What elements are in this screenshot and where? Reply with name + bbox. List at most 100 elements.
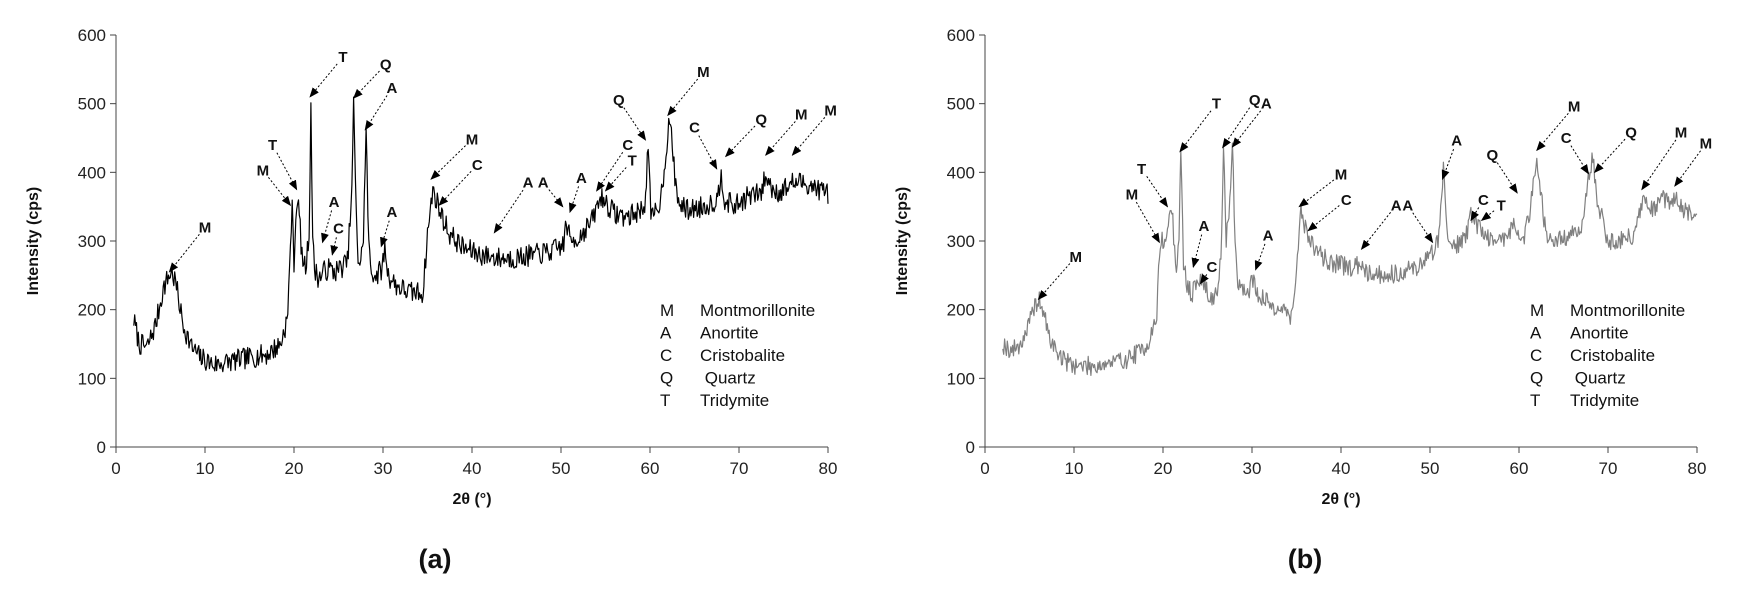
legend-name: Quartz	[700, 369, 756, 388]
peak-arrow	[1135, 201, 1160, 244]
peak-arrow	[380, 220, 390, 248]
x-tick-label: 70	[1599, 459, 1618, 478]
peak-arrow	[276, 152, 298, 191]
peak-arrow	[1360, 212, 1391, 251]
x-tick-label: 0	[111, 459, 120, 478]
x-tick-label: 80	[1688, 459, 1707, 478]
x-tick-label: 50	[1421, 459, 1440, 478]
peak-label: A	[1199, 218, 1210, 235]
peak-label: T	[628, 153, 637, 170]
peak-label: C	[622, 137, 633, 154]
peak-label: C	[1561, 130, 1572, 147]
peak-label: A	[386, 80, 397, 97]
x-axis-title: 2θ (°)	[1321, 491, 1360, 508]
peak-label: T	[1212, 96, 1221, 113]
y-axis-title: Intensity (cps)	[25, 187, 42, 295]
peak-label: A	[1451, 133, 1462, 150]
peak-label: M	[1126, 186, 1139, 203]
peak-label: A	[538, 175, 549, 192]
legend-code: C	[660, 346, 672, 365]
x-tick-label: 20	[285, 459, 304, 478]
peak-label: Q	[1486, 147, 1498, 164]
peak-arrow	[1674, 150, 1701, 187]
legend-name: Anortite	[700, 324, 759, 343]
y-tick-label: 0	[966, 438, 975, 457]
peak-label: C	[333, 221, 344, 238]
peak-arrow	[1441, 149, 1455, 181]
peak-arrow	[1191, 234, 1203, 269]
peak-label: Q	[613, 92, 625, 109]
peak-label: M	[795, 107, 808, 124]
peak-arrow	[698, 135, 718, 170]
peak-arrow	[667, 78, 699, 117]
peak-arrow	[1179, 110, 1212, 153]
y-tick-label: 600	[947, 26, 975, 45]
peak-label: C	[1341, 192, 1352, 209]
peak-label: M	[824, 103, 837, 120]
peak-arrow	[1199, 273, 1209, 285]
x-tick-label: 50	[552, 459, 571, 478]
peak-arrow	[765, 121, 796, 156]
peak-label: T	[268, 137, 277, 154]
peak-arrow	[1470, 207, 1480, 222]
peak-label: A	[576, 170, 587, 187]
peak-label: A	[1402, 197, 1413, 214]
legend-name: Quartz	[1570, 369, 1626, 388]
xrd-series-line	[133, 96, 829, 373]
peak-arrow	[1222, 107, 1251, 149]
y-tick-label: 100	[78, 369, 106, 388]
peak-label: M	[199, 219, 212, 236]
peak-label: C	[1478, 192, 1489, 209]
peak-arrow	[1037, 263, 1071, 301]
peak-arrow	[791, 117, 826, 156]
peak-label: M	[1700, 135, 1713, 152]
chart-panel-b: 0 100 200 300 400 500 600 0 10 20 30 40 50 60 70 80 2θ (…	[894, 26, 1712, 574]
peak-arrow	[438, 170, 472, 207]
peak-arrow	[321, 210, 333, 244]
peak-arrow	[309, 63, 338, 98]
legend-name: Cristobalite	[700, 346, 785, 365]
peak-label: Q	[1625, 125, 1637, 142]
x-tick-label: 30	[374, 459, 393, 478]
legend-code: M	[1530, 301, 1544, 320]
y-tick-label: 500	[947, 95, 975, 114]
panel-label: (b)	[1288, 544, 1322, 574]
peak-arrow	[330, 237, 339, 256]
peak-label: C	[689, 120, 700, 137]
legend-code: Q	[1530, 369, 1543, 388]
peak-label: M	[1568, 98, 1581, 115]
y-tick-label: 500	[78, 95, 106, 114]
peak-arrow	[1641, 139, 1677, 191]
peak-arrow	[1307, 205, 1340, 232]
x-tick-label: 80	[819, 459, 838, 478]
peak-label: Q	[380, 57, 392, 74]
x-tick-label: 10	[196, 459, 215, 478]
peak-label: Q	[755, 111, 767, 128]
peak-arrow	[1536, 112, 1569, 152]
xrd-series-line	[1002, 142, 1698, 376]
peak-label: A	[386, 204, 397, 221]
peak-label: M	[1675, 125, 1688, 142]
y-tick-label: 200	[947, 301, 975, 320]
peak-label: M	[257, 162, 270, 179]
peak-arrow	[1570, 145, 1589, 175]
peak-label: A	[1391, 197, 1402, 214]
legend-name: Cristobalite	[1570, 346, 1655, 365]
x-tick-label: 0	[980, 459, 989, 478]
x-tick-label: 40	[463, 459, 482, 478]
legend-name: Anortite	[1570, 324, 1629, 343]
y-tick-label: 0	[97, 438, 106, 457]
x-tick-label: 10	[1065, 459, 1084, 478]
y-tick-label: 300	[78, 232, 106, 251]
x-axis-title: 2θ (°)	[452, 491, 491, 508]
y-axis-title: Intensity (cps)	[894, 187, 911, 295]
peak-label: A	[329, 194, 340, 211]
peak-arrow	[493, 189, 524, 234]
x-tick-label: 30	[1243, 459, 1262, 478]
peak-arrow	[623, 107, 647, 141]
peak-arrow	[168, 233, 200, 273]
legend-code: T	[660, 391, 670, 410]
